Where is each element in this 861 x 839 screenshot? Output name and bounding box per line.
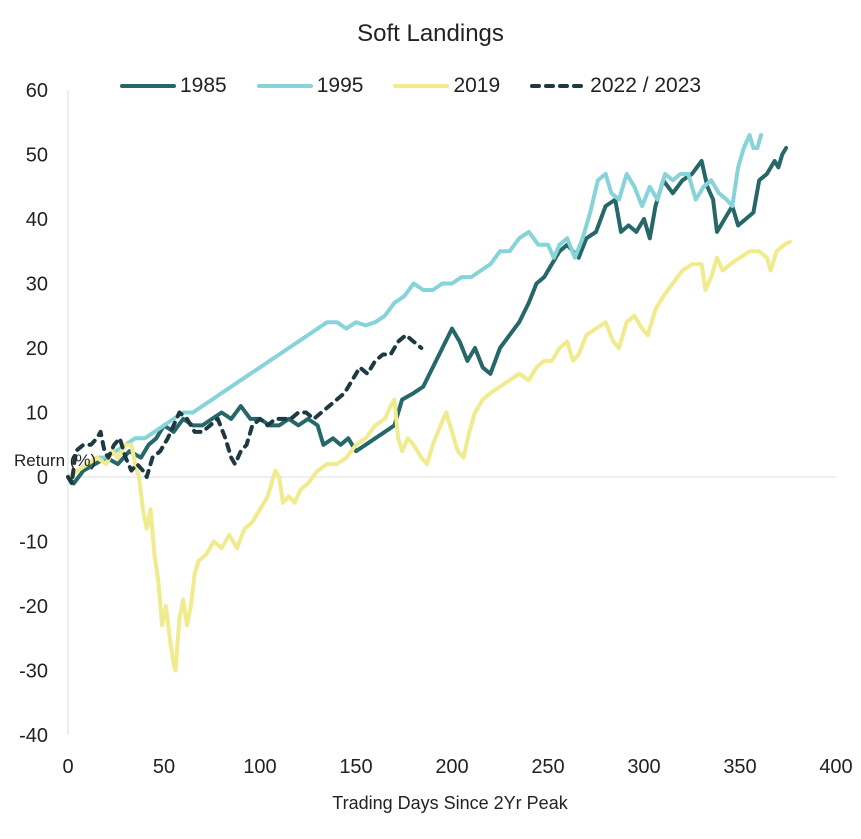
x-tick-label: 150: [339, 756, 372, 778]
y-tick-label: -30: [19, 661, 48, 683]
legend-swatch: [256, 84, 313, 88]
series-line-1995: [66, 133, 764, 479]
x-tick-label: 200: [435, 756, 468, 778]
legend-label: 2022 / 2023: [590, 74, 702, 97]
legend-swatch: [120, 84, 176, 88]
series-line-2019: [66, 239, 792, 673]
x-tick-label: 400: [819, 756, 852, 778]
y-tick-label: 40: [26, 209, 48, 231]
legend-swatch: [530, 84, 587, 88]
series-line-1985: [66, 146, 789, 486]
x-tick-label: 50: [153, 756, 175, 778]
x-tick-label: 300: [627, 756, 660, 778]
y-tick-label: 30: [26, 274, 48, 296]
x-tick-label: 100: [243, 756, 276, 778]
legend-item: 2019: [393, 74, 500, 98]
x-tick-label: 350: [723, 756, 756, 778]
y-tick-label: 60: [26, 80, 48, 102]
x-axis-label: Trading Days Since 2Yr Peak: [332, 793, 568, 813]
y-tick-label: -20: [19, 596, 48, 618]
legend-label: 1985: [180, 74, 227, 97]
x-tick-label: 250: [531, 756, 564, 778]
chart-title: Soft Landings: [357, 20, 504, 47]
legend: 1985 1995 2019 2022 / 2023: [120, 74, 731, 98]
legend-item: 1985: [120, 74, 227, 98]
y-tick-label: -40: [19, 725, 48, 747]
legend-item: 1995: [256, 74, 364, 98]
series-line-2022-2023: [66, 333, 424, 486]
legend-label: 1995: [316, 74, 364, 97]
y-tick-label: 0: [37, 467, 48, 489]
y-tick-label: -10: [19, 532, 48, 554]
y-tick-label: 10: [26, 403, 48, 425]
legend-item: 2022 / 2023: [530, 74, 701, 98]
x-tick-label: 0: [62, 756, 73, 778]
legend-label: 2019: [453, 74, 501, 97]
y-tick-label: 20: [26, 338, 48, 360]
y-tick-label: 50: [26, 145, 48, 167]
legend-swatch: [393, 84, 450, 88]
y-axis-label: Return (%): [14, 451, 97, 470]
